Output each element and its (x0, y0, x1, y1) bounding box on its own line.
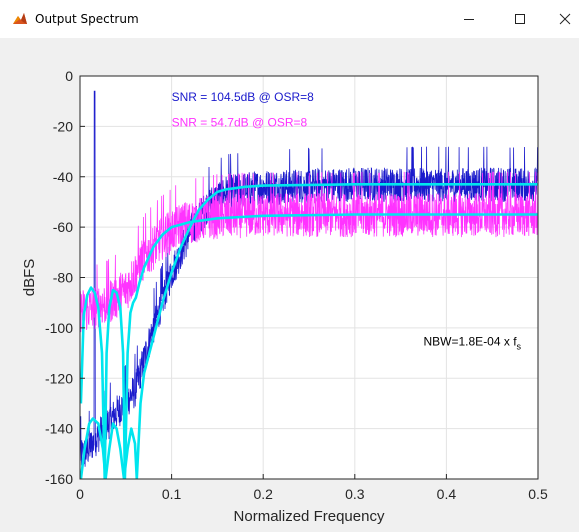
y-tick-label: -60 (53, 219, 73, 235)
annotation-2: SNR = 54.7dB @ OSR=8 (172, 115, 308, 129)
x-axis-label: Normalized Frequency (234, 508, 385, 525)
x-tick-label: 0.4 (437, 486, 457, 502)
ticks: 0 0.1 0.2 0.3 0.4 0.5 0 -20 -40 -60 -80 -100 -120 -14… (45, 68, 548, 502)
series-fit-2 (80, 213, 538, 479)
minimize-button[interactable] (449, 0, 489, 38)
x-tick-label: 0 (76, 486, 84, 502)
y-tick-label: -100 (45, 320, 73, 336)
maximize-icon (515, 14, 525, 24)
y-tick-label: -120 (45, 370, 73, 386)
series-layer (80, 90, 538, 479)
annotation-1: SNR = 104.5dB @ OSR=8 (172, 90, 315, 104)
annotations: SNR = 104.5dB @ OSR=8 SNR = 54.7dB @ OSR=… (172, 90, 522, 351)
matlab-figure-icon (13, 13, 27, 24)
close-button[interactable] (545, 0, 579, 38)
y-tick-label: -20 (53, 118, 73, 134)
series-magenta-spectrum (80, 171, 538, 333)
maximize-button[interactable] (500, 0, 540, 38)
figure-area: 0 0.1 0.2 0.3 0.4 0.5 0 -20 -40 -60 -80 -100 -120 -14… (0, 38, 579, 532)
x-tick-label: 0.2 (253, 486, 273, 502)
close-icon (559, 13, 571, 25)
spectrum-chart: 0 0.1 0.2 0.3 0.4 0.5 0 -20 -40 -60 -80 -100 -120 -14… (21, 68, 548, 525)
y-tick-label: -40 (53, 169, 73, 185)
minimize-icon (464, 19, 474, 20)
series-blue-spectrum (80, 90, 538, 467)
x-tick-label: 0.3 (345, 486, 365, 502)
y-tick-label: -80 (53, 270, 73, 286)
y-axis-label: dBFS (21, 259, 38, 297)
window-title: Output Spectrum (35, 12, 139, 26)
annotation-3: NBW=1.8E-04 x fs (424, 335, 522, 352)
title-bar: Output Spectrum (0, 0, 579, 38)
y-tick-label: -140 (45, 421, 73, 437)
y-tick-label: -160 (45, 471, 73, 487)
x-tick-label: 0.1 (162, 486, 182, 502)
y-tick-label: 0 (65, 68, 73, 84)
x-tick-label: 0.5 (528, 486, 548, 502)
